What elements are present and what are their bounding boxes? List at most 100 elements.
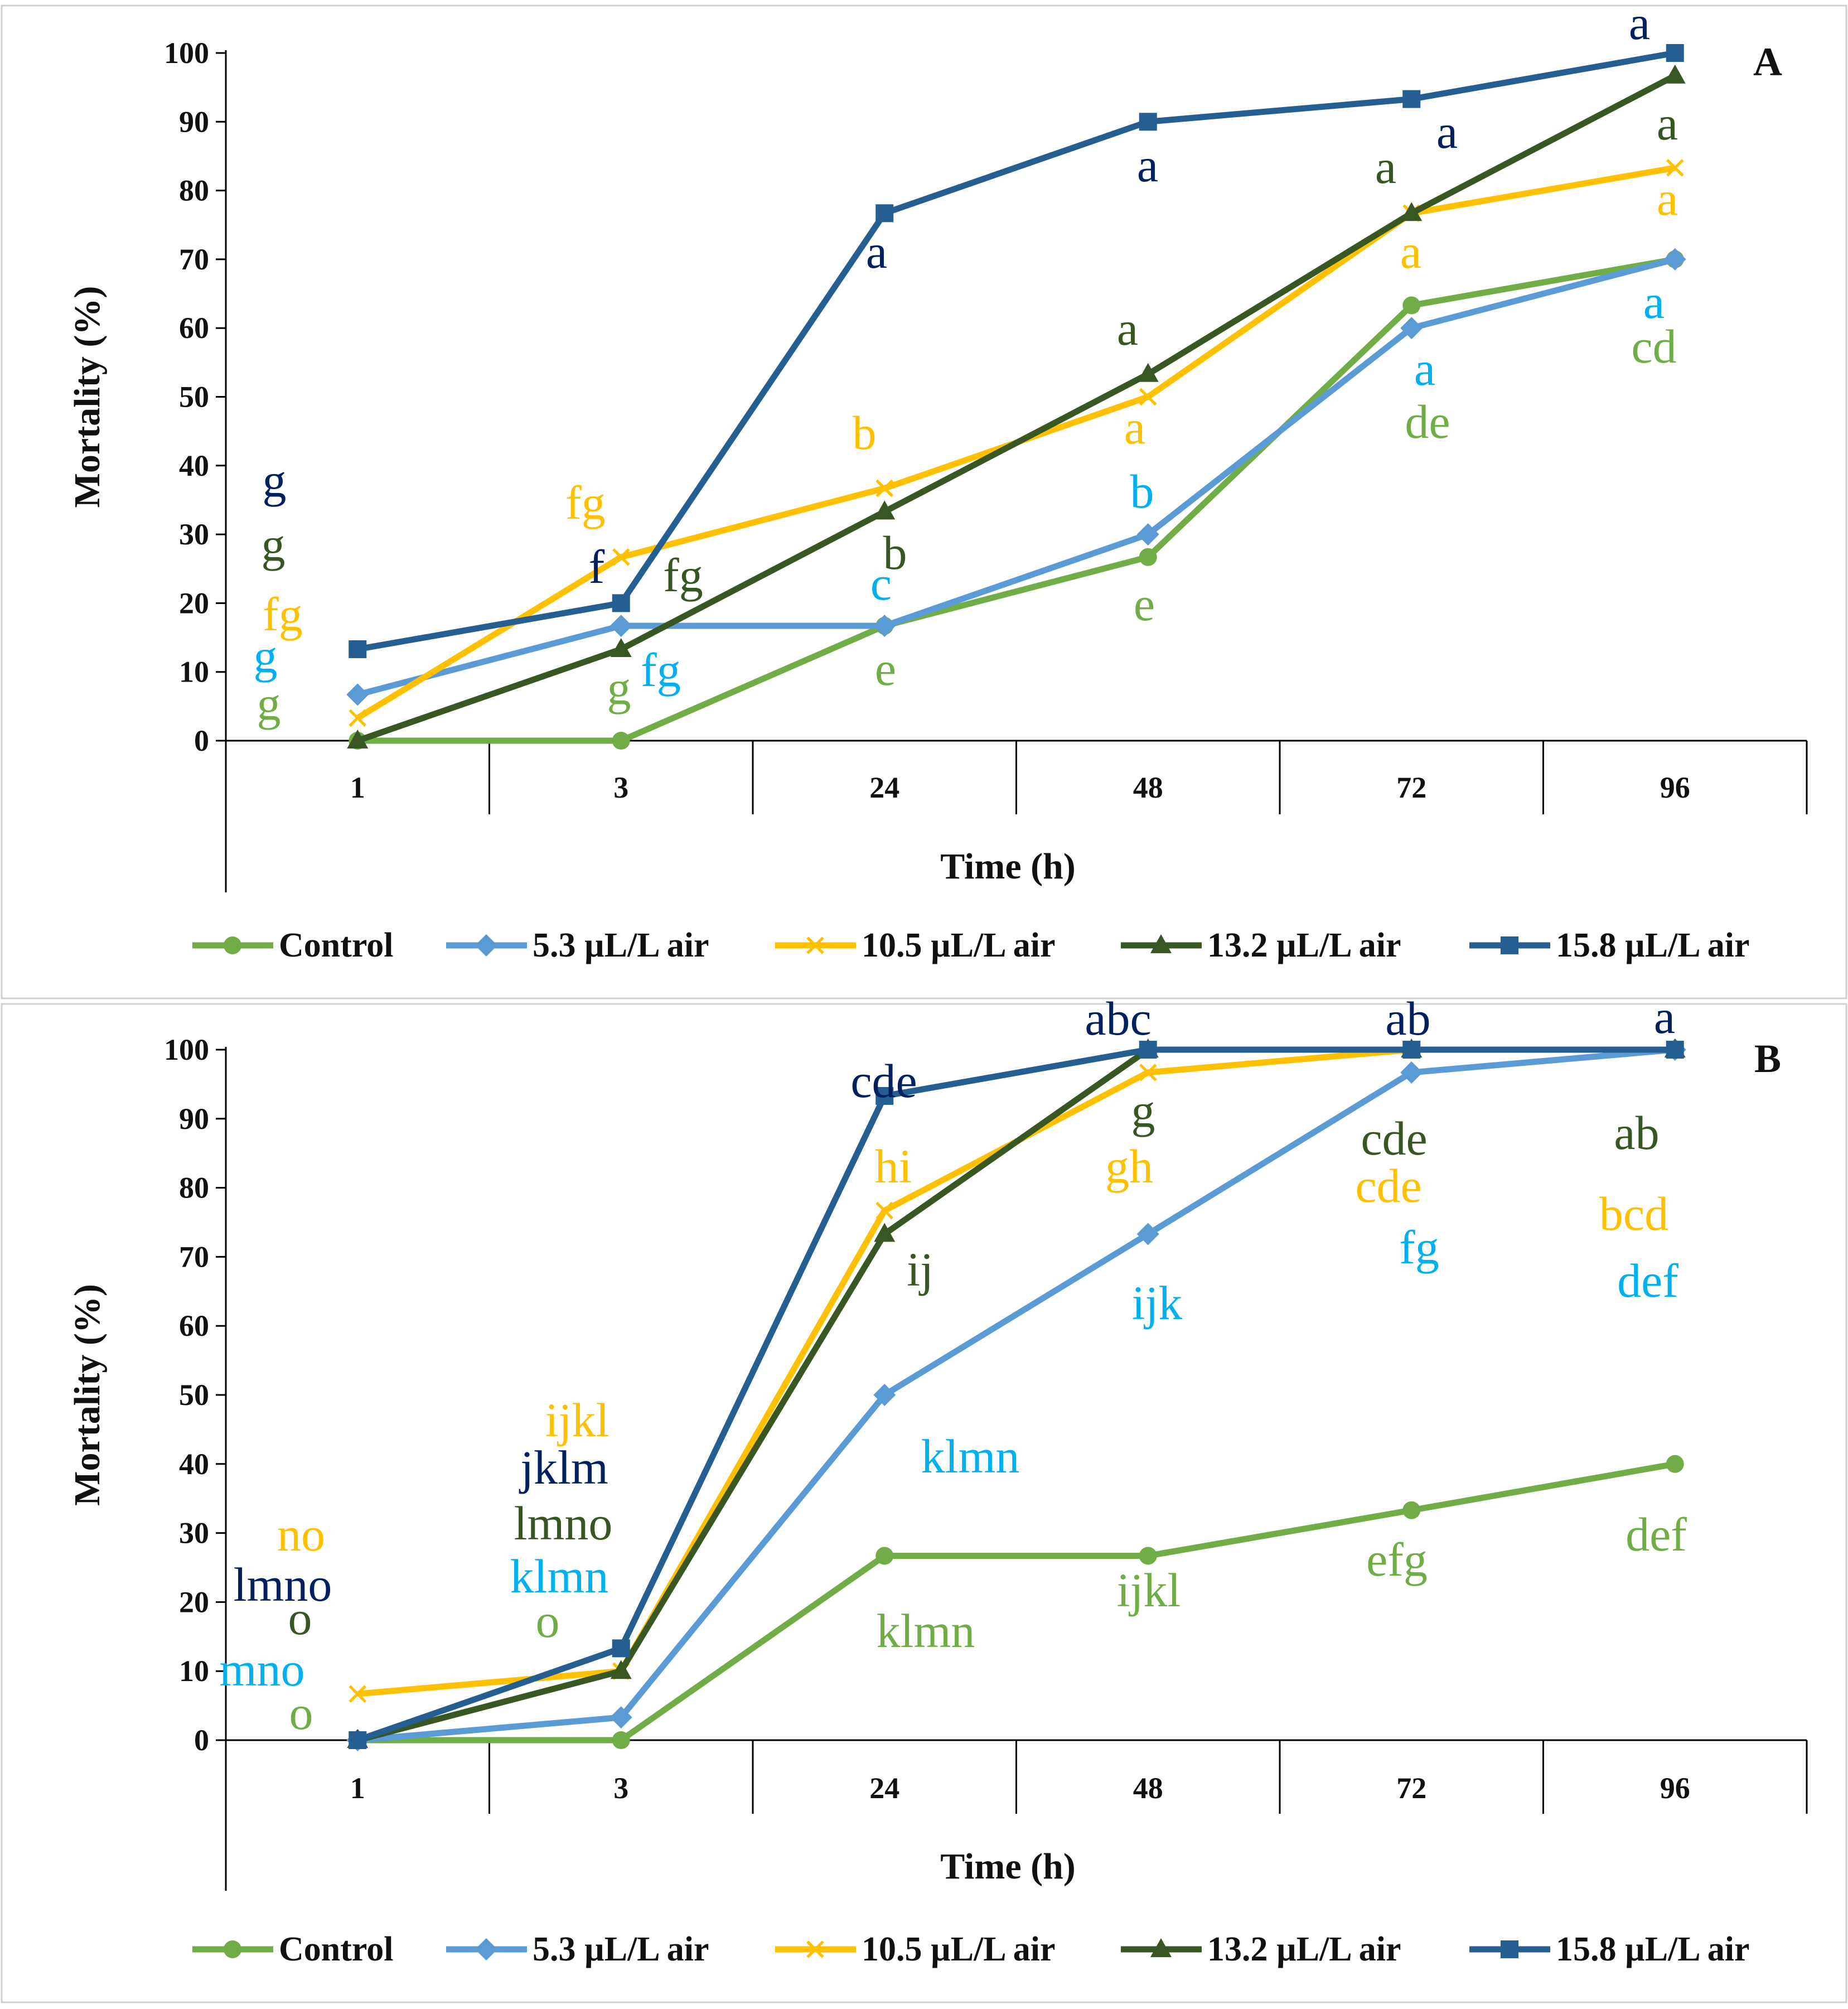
- significance-label: o: [289, 1686, 313, 1740]
- series-line: [356, 256, 1676, 698]
- data-point: [1402, 1501, 1421, 1519]
- significance-label: c: [870, 557, 892, 610]
- data-point: [875, 1201, 894, 1220]
- data-point: [349, 1731, 367, 1749]
- significance-label: cd: [1631, 320, 1676, 373]
- x-tick-label: 24: [869, 771, 899, 804]
- series-line: [357, 256, 1676, 744]
- data-point: [874, 1223, 896, 1242]
- significance-label: abc: [1085, 992, 1151, 1045]
- series-line: [357, 1046, 1676, 1744]
- y-tick-label: 10: [179, 655, 209, 689]
- x-tick-label: 48: [1133, 1771, 1163, 1805]
- y-tick-label: 0: [194, 1723, 209, 1757]
- data-point: [612, 548, 630, 566]
- significance-label: e: [1134, 577, 1155, 631]
- data-point: [1139, 548, 1157, 566]
- legend-marker: [475, 1938, 497, 1960]
- data-point: [1136, 1223, 1159, 1245]
- significance-label: a: [1643, 275, 1665, 329]
- significance-label: cde: [1355, 1159, 1421, 1213]
- data-point: [1664, 64, 1686, 84]
- legend-label: 15.8 µL/L air: [1556, 926, 1749, 964]
- y-tick-label: 100: [164, 36, 209, 70]
- significance-label: efg: [1366, 1533, 1428, 1586]
- x-tick-label: 96: [1660, 771, 1690, 804]
- y-tick-label: 100: [164, 1033, 209, 1066]
- significance-label: a: [1124, 400, 1145, 454]
- panel-frame: [1, 4, 1847, 999]
- data-point: [609, 1706, 632, 1729]
- data-point: [612, 1731, 630, 1749]
- significance-label: b: [853, 406, 877, 460]
- significance-label: a: [1400, 225, 1421, 278]
- data-point: [347, 730, 369, 748]
- series-3: [347, 64, 1686, 748]
- data-point: [1139, 1547, 1157, 1565]
- significance-label: no: [277, 1508, 325, 1561]
- significance-label: ab: [1614, 1106, 1659, 1160]
- legend-entry: Control: [192, 926, 394, 964]
- significance-label: g: [1131, 1084, 1155, 1137]
- x-tick-label: 1: [350, 1771, 365, 1805]
- panel-letter: B: [1754, 1036, 1781, 1081]
- legend-marker: [1150, 934, 1172, 953]
- data-point: [612, 1639, 630, 1658]
- panel-letter: A: [1753, 40, 1782, 84]
- data-point: [612, 732, 630, 750]
- data-point: [610, 638, 632, 658]
- legend-marker: [224, 1940, 241, 1958]
- significance-label: a: [866, 225, 887, 278]
- data-point: [610, 1660, 632, 1679]
- data-point: [1137, 363, 1159, 382]
- y-tick-label: 90: [179, 1102, 209, 1136]
- significance-label: ab: [1385, 992, 1430, 1045]
- significance-label: g: [263, 453, 287, 507]
- significance-label: bcd: [1599, 1187, 1668, 1240]
- y-tick-label: 40: [179, 1447, 209, 1481]
- x-axis-title: Time (h): [940, 846, 1076, 887]
- x-tick-label: 1: [350, 771, 365, 804]
- significance-label: g: [257, 677, 281, 730]
- data-point: [1666, 1041, 1684, 1059]
- data-point: [612, 594, 630, 612]
- significance-label: def: [1626, 1508, 1687, 1561]
- data-point: [875, 204, 894, 223]
- legend-marker: [1150, 1938, 1172, 1957]
- data-point: [1666, 44, 1684, 62]
- x-tick-label: 96: [1660, 1771, 1690, 1805]
- series-line: [356, 73, 1677, 744]
- y-tick-label: 50: [179, 380, 209, 414]
- series-4: [349, 44, 1684, 659]
- legend-label: 13.2 µL/L air: [1207, 926, 1401, 964]
- significance-label: fg: [565, 476, 606, 529]
- series-1: [346, 248, 1686, 706]
- legend-marker: [475, 934, 497, 957]
- chart-panel-a: 0 10 20 30 40 50 60 70 80 90 100 1 3 24 48 72 96 Time (h)…: [1, 0, 1847, 999]
- significance-label: g: [607, 661, 631, 714]
- data-point: [1402, 1041, 1421, 1059]
- significance-label: b: [883, 526, 907, 579]
- y-tick-label: 30: [179, 518, 209, 551]
- data-point: [1666, 159, 1684, 177]
- y-tick-label: 40: [179, 449, 209, 482]
- significance-label: e: [875, 642, 896, 696]
- data-point: [1402, 90, 1421, 108]
- significance-label: a: [1375, 140, 1396, 194]
- y-tick-label: 20: [179, 1585, 209, 1619]
- significance-label: mno: [220, 1643, 305, 1696]
- significance-label: g: [262, 518, 286, 571]
- x-tick-label: 24: [869, 1771, 899, 1805]
- significance-label: cde: [1361, 1112, 1427, 1165]
- significance-label: klmn: [877, 1604, 975, 1658]
- legend-marker: [1501, 1940, 1518, 1958]
- legend-label: 10.5 µL/L air: [862, 1930, 1055, 1968]
- significance-label: a: [1657, 172, 1678, 225]
- legend-entry: 13.2 µL/L air: [1121, 926, 1401, 964]
- y-tick-label: 30: [179, 1517, 209, 1550]
- legend-marker: [806, 1940, 824, 1958]
- legend-entry: 13.2 µL/L air: [1121, 1930, 1401, 1968]
- legend-label: 13.2 µL/L air: [1207, 1930, 1401, 1968]
- legend-label: Control: [279, 926, 394, 964]
- significance-label: f: [589, 540, 605, 593]
